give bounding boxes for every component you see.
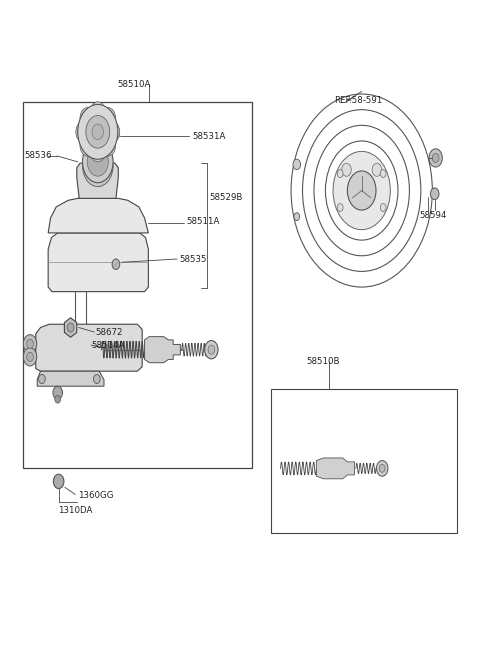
Circle shape [100,107,116,128]
Circle shape [83,145,113,187]
Circle shape [27,339,34,348]
Circle shape [88,153,108,179]
Circle shape [293,159,300,170]
Bar [271,390,457,533]
Circle shape [80,135,96,156]
Circle shape [204,341,218,359]
Polygon shape [36,324,142,371]
Circle shape [105,121,120,142]
Text: 58531A: 58531A [192,132,226,141]
Circle shape [348,171,376,210]
Circle shape [90,141,106,162]
Polygon shape [77,163,118,198]
Circle shape [429,149,443,167]
Circle shape [431,188,439,200]
Circle shape [372,163,382,176]
Circle shape [92,124,104,140]
Text: 58510B: 58510B [307,357,340,366]
Circle shape [67,323,74,332]
Polygon shape [48,233,148,291]
Circle shape [432,153,439,162]
Circle shape [337,204,343,212]
Circle shape [333,151,390,230]
Text: 58535: 58535 [180,255,207,264]
Circle shape [208,345,215,354]
Circle shape [337,170,343,178]
Circle shape [53,386,62,400]
Polygon shape [48,198,148,233]
Text: 58529B: 58529B [209,193,242,202]
Text: 58510A: 58510A [118,81,151,89]
Bar [23,102,252,468]
Circle shape [380,170,386,178]
Polygon shape [64,318,77,337]
Circle shape [112,259,120,269]
Circle shape [83,141,113,183]
Circle shape [380,204,386,212]
Text: 1310DA: 1310DA [58,506,92,515]
Circle shape [38,375,45,384]
Circle shape [55,396,60,403]
Circle shape [100,135,116,156]
Circle shape [76,121,91,142]
Circle shape [376,460,388,476]
Text: 58672: 58672 [96,328,123,337]
Circle shape [342,163,351,176]
Circle shape [24,348,36,366]
Circle shape [90,102,106,122]
Circle shape [294,213,300,221]
Polygon shape [37,371,104,386]
Circle shape [27,352,34,362]
Text: 58594: 58594 [419,211,446,220]
Circle shape [86,115,110,148]
Circle shape [78,104,118,159]
Circle shape [87,147,108,176]
Text: 58514A: 58514A [91,341,124,350]
Circle shape [94,375,100,384]
Text: 1360GG: 1360GG [78,491,113,500]
Text: 58536: 58536 [24,151,52,160]
Circle shape [24,335,36,353]
Circle shape [80,107,96,128]
Polygon shape [144,337,180,363]
Polygon shape [316,458,355,479]
Circle shape [53,474,64,489]
Circle shape [379,464,385,472]
Text: 58511A: 58511A [187,217,220,227]
Text: REF.58-591: REF.58-591 [335,96,383,105]
